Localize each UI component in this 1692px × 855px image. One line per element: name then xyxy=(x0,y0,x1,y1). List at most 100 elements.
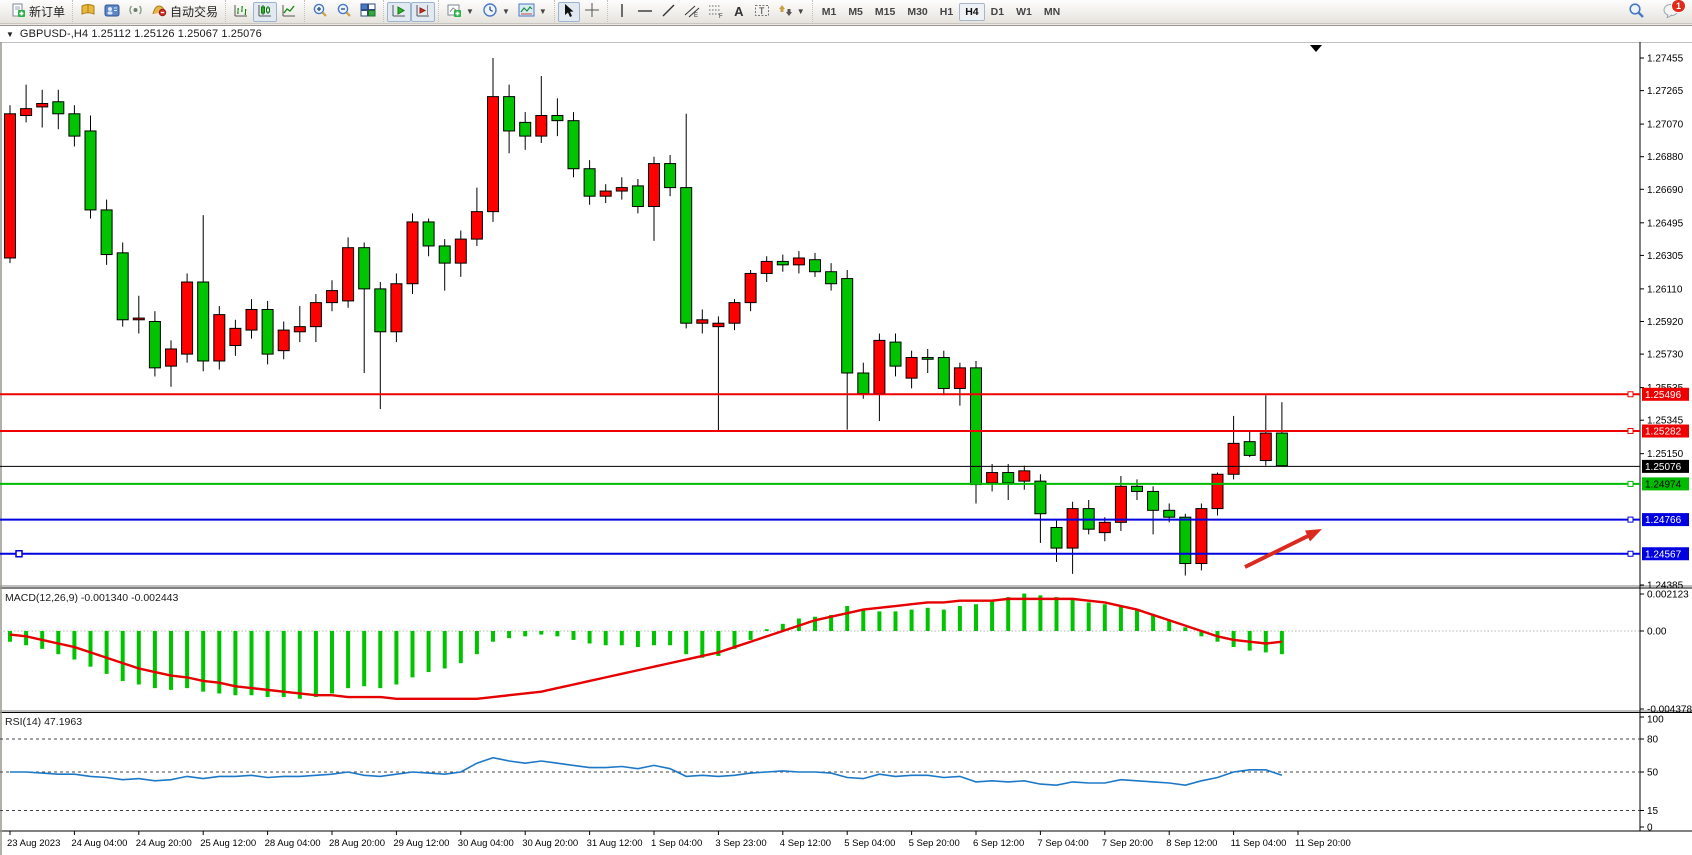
timeframe-button-M30[interactable]: M30 xyxy=(907,5,928,18)
price-tick-label: 1.26880 xyxy=(1647,152,1684,163)
candle-body-down xyxy=(680,187,693,324)
price-tick-label: 1.25920 xyxy=(1647,317,1684,328)
candle-body-up xyxy=(1018,470,1031,482)
line-handle[interactable] xyxy=(1627,428,1634,435)
line-handle[interactable] xyxy=(1627,550,1634,557)
notifications-button[interactable]: 1 xyxy=(1659,0,1686,22)
crosshair-button[interactable] xyxy=(580,2,604,22)
horizontal-line-button[interactable] xyxy=(633,2,657,22)
timeframe-button-W1[interactable]: W1 xyxy=(1016,5,1032,18)
candle xyxy=(1098,517,1111,542)
candle-body-up xyxy=(454,238,467,264)
search-button[interactable] xyxy=(1624,2,1649,22)
arrow-shaft[interactable] xyxy=(1244,534,1309,569)
profile-button[interactable] xyxy=(100,2,124,22)
price-badge xyxy=(1642,459,1689,473)
zoom-out-button[interactable] xyxy=(332,2,356,22)
timeframe-button-MN[interactable]: MN xyxy=(1043,5,1061,18)
price-tick-label: 1.24385 xyxy=(1647,580,1684,591)
new-chart-caret: ▼ xyxy=(466,7,474,16)
horizontal-line-object[interactable]: 1.24974 xyxy=(0,477,1689,491)
candlestick-chart-button[interactable] xyxy=(253,1,278,22)
arrows-button[interactable]: ▼ xyxy=(774,2,809,22)
chart-shift-marker[interactable] xyxy=(1310,45,1322,52)
candle-body-up xyxy=(470,211,483,240)
candle xyxy=(342,237,355,308)
line-chart-button[interactable] xyxy=(277,2,301,22)
candle xyxy=(1002,463,1015,501)
timeframe-button-H4[interactable]: H4 xyxy=(959,2,985,21)
candle-body-down xyxy=(1034,480,1047,515)
notification-badge: 1 xyxy=(1670,0,1686,13)
time-axis[interactable]: 23 Aug 2023 24 Aug 04:00 24 Aug 20:00 25 Au… xyxy=(7,831,1351,849)
text-button[interactable]: A xyxy=(728,2,750,22)
candle xyxy=(197,215,210,372)
fibonacci-button[interactable]: F xyxy=(704,2,728,22)
timeframe-button-M15[interactable]: M15 xyxy=(874,5,896,18)
rsi-tick-label: 0 xyxy=(1647,823,1653,834)
chart-dropdown-arrow[interactable]: ▼ xyxy=(6,29,14,39)
rsi-tick-label: 15 xyxy=(1647,806,1659,817)
candle-body-up xyxy=(1098,521,1111,534)
candle xyxy=(165,340,177,387)
candle xyxy=(1018,465,1031,490)
profile-icon xyxy=(104,3,120,20)
chart-shift-icon xyxy=(415,3,431,21)
new-chart-button[interactable]: ▼ xyxy=(442,2,478,22)
trendline-button[interactable] xyxy=(657,2,680,22)
candle xyxy=(68,105,81,147)
horizontal-line-object[interactable]: 1.24567 xyxy=(0,547,1689,561)
timeframe-button-H1[interactable]: H1 xyxy=(939,5,954,18)
candle-body-up xyxy=(535,115,548,137)
tile-windows-button[interactable] xyxy=(356,2,380,22)
line-handle[interactable] xyxy=(1627,516,1634,523)
price-badge xyxy=(1642,477,1689,491)
candle-body-up xyxy=(873,339,886,395)
time-tick-label: 30 Aug 04:00 xyxy=(458,838,514,849)
candle-body-down xyxy=(841,278,854,374)
auto-trading-button[interactable]: 自动交易 xyxy=(147,2,222,22)
text-label-button[interactable]: T xyxy=(750,2,774,22)
bar-chart-button[interactable] xyxy=(229,2,253,22)
chart-shift-button[interactable] xyxy=(411,1,436,22)
line-handle-left[interactable] xyxy=(15,550,23,558)
chart-canvas[interactable]: 1.27455 1.27265 1.27070 1.26880 1.26690 1.264… xyxy=(0,42,1692,855)
candle xyxy=(567,112,580,178)
candle xyxy=(680,113,693,329)
signal-button[interactable] xyxy=(124,2,147,22)
candle-body-down xyxy=(68,113,81,137)
timeframe-button-D1[interactable]: D1 xyxy=(990,5,1005,18)
candle xyxy=(358,242,371,373)
new-order-button[interactable]: 新订单 xyxy=(7,2,69,22)
price-tick-label: 1.26305 xyxy=(1647,251,1684,262)
horizontal-line-object[interactable]: 1.25282 xyxy=(0,424,1689,438)
price-tick-label: 1.27265 xyxy=(1647,86,1684,97)
auto-scroll-button[interactable] xyxy=(387,1,412,22)
candle xyxy=(664,154,677,197)
candle xyxy=(84,115,97,219)
candle-body-up xyxy=(1066,508,1079,549)
line-handle[interactable] xyxy=(1627,480,1634,487)
timeframe-button-M1[interactable]: M1 xyxy=(821,5,837,18)
timeframe-button-M5[interactable]: M5 xyxy=(848,5,863,18)
candle xyxy=(1147,486,1160,535)
channel-button[interactable]: E xyxy=(680,2,704,22)
period-button[interactable]: ▼ xyxy=(478,2,514,22)
candle-body-down xyxy=(261,308,274,355)
line-handle[interactable] xyxy=(1627,391,1634,398)
candle-body-up xyxy=(132,317,145,321)
candle-body-up xyxy=(181,281,194,355)
vertical-line-button[interactable] xyxy=(611,2,633,22)
candle xyxy=(309,294,322,343)
cursor-button[interactable] xyxy=(557,1,580,22)
svg-text:T: T xyxy=(759,6,765,16)
trend-arrow-annotation[interactable] xyxy=(1244,529,1322,569)
horizontal-line-object[interactable]: 1.25496 xyxy=(0,387,1689,401)
zoom-out-icon xyxy=(336,2,352,21)
template-button[interactable]: ▼ xyxy=(514,2,551,22)
history-book-button[interactable] xyxy=(76,2,100,22)
zoom-in-button[interactable] xyxy=(308,2,332,22)
candle xyxy=(1114,475,1127,531)
horizontal-line-object[interactable]: 1.24766 xyxy=(0,513,1689,527)
horizontal-line-object[interactable]: 1.25076 xyxy=(0,459,1689,473)
